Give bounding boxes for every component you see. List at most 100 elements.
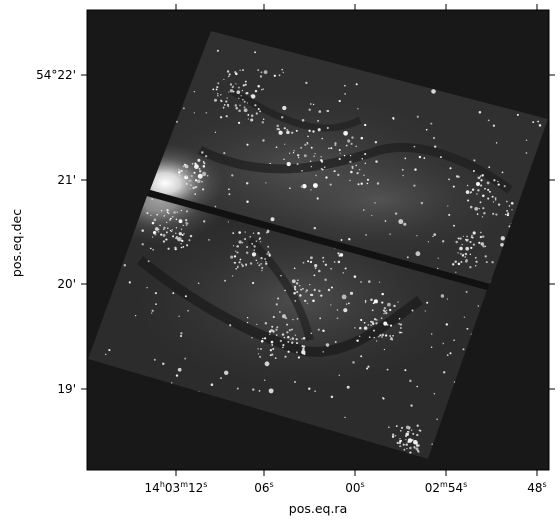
star-point <box>291 328 293 331</box>
star-point <box>292 152 295 154</box>
star-point <box>277 297 280 300</box>
star-point <box>182 246 185 248</box>
star-point <box>270 340 274 344</box>
star-point <box>327 147 330 149</box>
star-point <box>220 99 223 102</box>
star-point <box>330 267 332 270</box>
star-point <box>264 361 270 367</box>
star-point <box>344 84 346 87</box>
star-point <box>339 149 341 151</box>
star-point <box>494 199 497 201</box>
star-point <box>201 151 204 154</box>
star-point <box>334 340 337 344</box>
star-point <box>312 183 318 188</box>
star-point <box>177 367 182 372</box>
star-point <box>318 110 322 113</box>
star-point <box>487 188 490 192</box>
star-point <box>166 211 169 214</box>
star-point <box>330 304 332 306</box>
star-point <box>147 260 150 263</box>
star-point <box>320 160 324 163</box>
star-point <box>479 235 483 239</box>
star-point <box>431 89 436 94</box>
star-point <box>246 321 249 324</box>
star-point <box>322 329 325 333</box>
star-point <box>457 252 459 254</box>
star-point <box>416 433 419 437</box>
star-point <box>193 171 196 174</box>
star-point <box>185 175 188 177</box>
star-point <box>254 51 256 54</box>
star-point <box>235 250 237 252</box>
chip-gap <box>147 190 490 290</box>
star-point <box>349 291 354 295</box>
star-point <box>236 387 239 390</box>
star-point <box>373 299 378 304</box>
star-point <box>302 183 307 189</box>
star-point <box>457 237 460 240</box>
star-point <box>433 392 436 395</box>
star-point <box>195 166 198 169</box>
star-point <box>506 200 508 203</box>
star-point <box>364 301 367 304</box>
star-point <box>245 251 249 254</box>
star-point <box>264 322 268 325</box>
star-point <box>313 288 316 292</box>
star-point <box>398 323 400 325</box>
star-point <box>465 190 470 194</box>
star-point <box>179 334 183 338</box>
star-point <box>183 232 185 235</box>
star-point <box>226 70 230 73</box>
star-point <box>257 353 260 355</box>
star-point <box>262 88 264 90</box>
y-axis-title: pos.eq.dec <box>9 209 24 277</box>
star-point <box>229 89 234 93</box>
star-point <box>378 281 381 283</box>
star-point <box>228 193 231 196</box>
star-point <box>325 176 328 179</box>
star-point <box>259 355 262 358</box>
star-point <box>191 162 194 165</box>
star-point <box>282 105 287 111</box>
star-point <box>432 235 434 238</box>
star-point <box>384 334 388 337</box>
star-point <box>340 239 343 241</box>
star-point <box>320 156 322 158</box>
star-point <box>473 159 476 162</box>
star-point <box>312 103 315 106</box>
star-point <box>309 260 313 264</box>
star-point <box>461 243 463 246</box>
star-point <box>235 267 238 270</box>
star-point <box>238 109 241 113</box>
star-point <box>339 152 341 154</box>
star-point <box>261 337 264 340</box>
star-point <box>459 237 462 240</box>
star-point <box>449 167 452 170</box>
star-point <box>185 182 188 185</box>
star-point <box>363 321 366 324</box>
star-point <box>250 114 254 117</box>
star-point <box>208 239 210 241</box>
star-point <box>197 173 203 179</box>
star-point <box>255 259 258 262</box>
star-point <box>220 94 222 96</box>
star-point <box>231 275 234 277</box>
star-point <box>372 322 375 325</box>
star-point <box>355 164 357 167</box>
star-point <box>469 253 472 256</box>
star-point <box>178 171 181 174</box>
star-point <box>151 221 155 225</box>
star-point <box>479 201 482 204</box>
star-point <box>445 323 448 326</box>
star-point <box>275 303 278 306</box>
star-point <box>364 153 367 156</box>
star-point <box>287 335 290 339</box>
star-point <box>479 184 483 187</box>
y-tick-label: 54°22' <box>36 68 76 82</box>
star-point <box>482 194 485 198</box>
star-point <box>398 219 404 225</box>
star-point <box>163 215 166 217</box>
star-point <box>253 249 255 251</box>
star-point <box>175 374 179 377</box>
